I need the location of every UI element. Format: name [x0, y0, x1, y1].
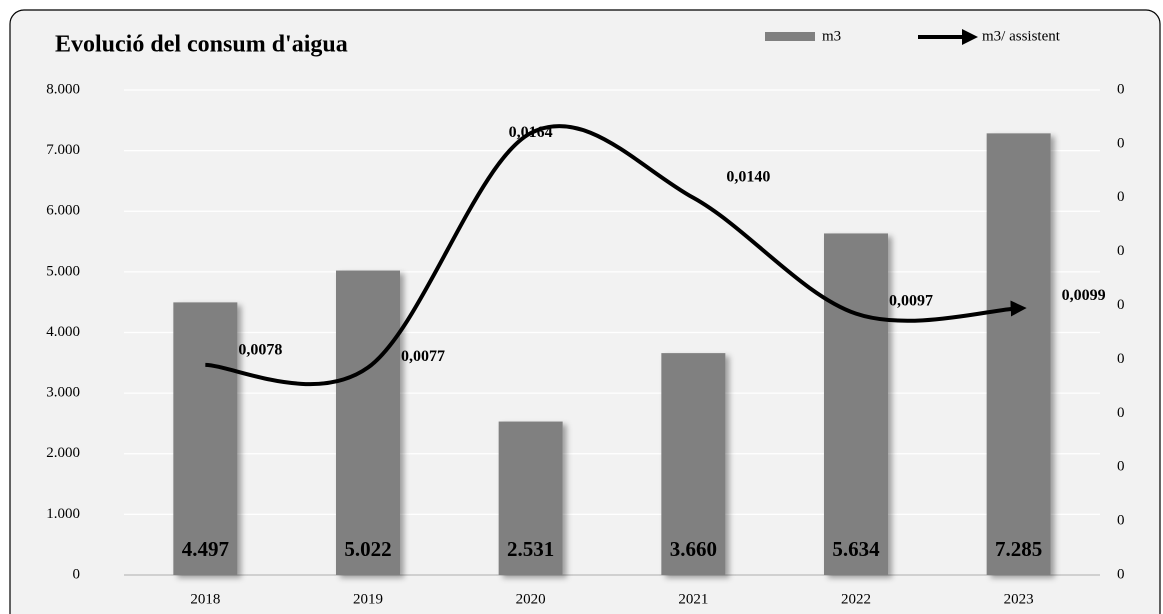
- y-tick-label: 5.000: [46, 263, 80, 279]
- line-value-label: 0,0097: [889, 292, 933, 309]
- bar-value-label: 3.660: [670, 537, 717, 561]
- y2-tick-label: 0: [1117, 513, 1125, 529]
- y-tick-label: 2.000: [46, 445, 80, 461]
- bar: [498, 421, 563, 575]
- bar: [986, 133, 1051, 576]
- bar-value-label: 2.531: [507, 537, 554, 561]
- chart-title: Evolució del consum d'aigua: [55, 32, 348, 58]
- line-value-label: 0,0077: [401, 348, 445, 365]
- y2-tick-label: 0: [1117, 459, 1125, 475]
- y-tick-label: 0: [73, 566, 81, 582]
- line: [205, 124, 1027, 386]
- bar: [824, 233, 888, 575]
- bar: [173, 302, 238, 575]
- y2-tick-label: 0: [1117, 189, 1125, 205]
- y2-tick-label: 0: [1117, 351, 1125, 367]
- bar-value-label: 5.634: [832, 537, 880, 561]
- bar: [336, 270, 400, 575]
- x-tick-label: 2020: [516, 591, 546, 607]
- legend-label: m3: [822, 28, 841, 44]
- x-tick-label: 2022: [841, 591, 871, 607]
- line-value-label: 0,0140: [726, 168, 770, 185]
- y2-tick-label: 0: [1117, 566, 1125, 582]
- x-tick-label: 2019: [353, 591, 383, 607]
- x-tick-label: 2018: [190, 591, 220, 607]
- bar-value-label: 7.285: [995, 537, 1042, 561]
- y2-tick-label: 0: [1117, 297, 1125, 313]
- y2-tick-label: 0: [1117, 81, 1125, 97]
- y-tick-label: 1.000: [46, 506, 80, 522]
- x-tick-label: 2021: [678, 591, 708, 607]
- y-tick-label: 4.000: [46, 324, 80, 340]
- y2-tick-label: 0: [1117, 405, 1125, 421]
- bar: [661, 353, 726, 575]
- legend-swatch: [765, 32, 815, 41]
- y-tick-label: 6.000: [46, 203, 80, 219]
- bar-value-label: 4.497: [182, 537, 229, 561]
- y-tick-label: 3.000: [46, 385, 80, 401]
- legend-label: m3/ assistent: [982, 28, 1061, 44]
- line-value-label: 0,0099: [1062, 287, 1106, 304]
- y-tick-label: 8.000: [46, 81, 80, 97]
- line-value-label: 0,0164: [509, 124, 553, 141]
- line-value-label: 0,0078: [238, 342, 282, 359]
- y2-tick-label: 0: [1117, 135, 1125, 151]
- bar-value-label: 5.022: [344, 537, 391, 561]
- x-tick-label: 2023: [1004, 591, 1034, 607]
- y2-tick-label: 0: [1117, 243, 1125, 259]
- y-tick-label: 7.000: [46, 142, 80, 158]
